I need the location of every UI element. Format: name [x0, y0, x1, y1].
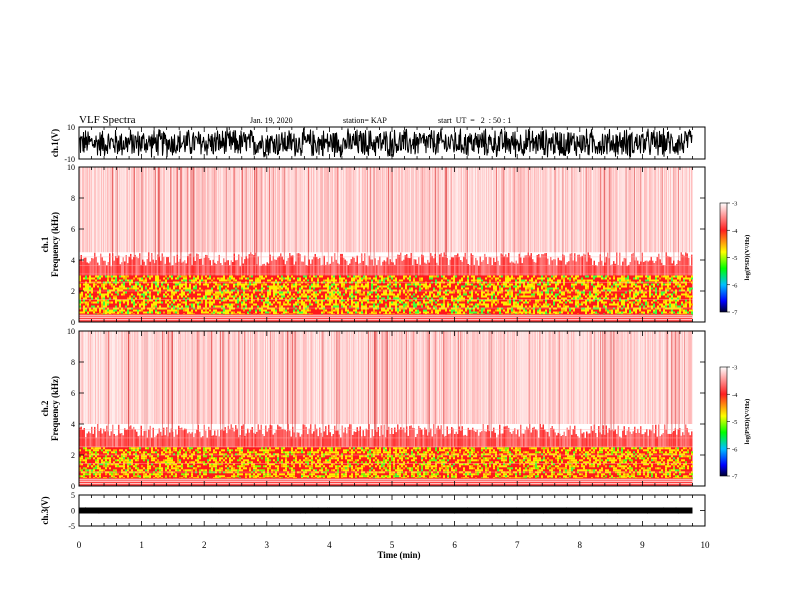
x-tick-label: 8 [578, 540, 583, 550]
colorbar-tick-label: -5 [732, 255, 737, 262]
colorbar-tick-label: -4 [732, 392, 738, 399]
y-tick-label: 4 [71, 256, 75, 265]
start-time-label: start UT = 2 : 50 : 1 [438, 116, 511, 125]
date-label: Jan. 19, 2020 [250, 116, 293, 125]
ch3-waveform-panel: 5 0 -5 ch.3(V) [40, 491, 706, 531]
colorbar-tick-label: -6 [732, 446, 738, 453]
y-axis-label: Frequency (kHz) [50, 376, 60, 441]
colorbar-gradient [719, 202, 728, 313]
y-tick-label: 0 [71, 318, 75, 327]
y-axis-label: ch.3(V) [40, 496, 50, 524]
station-label: station= KAP [343, 116, 387, 125]
ch1-waveform-trace [78, 127, 693, 158]
y-tick-label: -5 [68, 522, 75, 531]
y-tick-label: 2 [71, 451, 75, 460]
x-tick-label: 7 [515, 540, 520, 550]
colorbar-gradient [719, 366, 728, 477]
colorbar-tick-label: -5 [732, 419, 737, 426]
colorbar-tick-label: -4 [732, 228, 738, 235]
x-tick-label: 1 [139, 540, 144, 550]
y-tick-label: 0 [71, 482, 75, 491]
x-tick-label: 2 [202, 540, 207, 550]
ch3-waveform-band [79, 507, 693, 514]
y-tick-label: 10 [67, 163, 75, 172]
y-tick-label: 6 [71, 225, 75, 234]
x-tick-label: 9 [640, 540, 645, 550]
spectrogram-strong-band [79, 275, 693, 316]
colorbar-tick-label: -3 [732, 201, 737, 208]
y-tick-label: -10 [64, 155, 75, 164]
x-tick-label: 6 [452, 540, 457, 550]
spectrogram-medium-band [79, 252, 693, 276]
y-tick-label: 5 [71, 491, 75, 500]
spectrogram-strong-band [79, 447, 693, 480]
y-tick-label: 10 [67, 123, 75, 132]
spectrogram-medium-band [79, 424, 693, 448]
x-axis-label: Time (min) [377, 550, 420, 560]
figure-title: VLF Spectra [79, 114, 136, 126]
y-tick-label: 8 [71, 194, 75, 203]
x-tick-label: 10 [701, 540, 711, 550]
time-axis: 0 1 2 3 4 5 6 7 8 9 10 [77, 540, 710, 550]
x-tick-label: 5 [390, 540, 395, 550]
y-axis-label: Frequency (kHz) [50, 212, 60, 277]
y-tick-label: 8 [71, 358, 75, 367]
y-tick-label: 6 [71, 389, 75, 398]
x-tick-label: 0 [77, 540, 82, 550]
y-tick-label: 2 [71, 287, 75, 296]
spectrogram-noise [79, 331, 693, 486]
colorbar-tick-label: -7 [732, 474, 738, 481]
colorbar-label: log(PSD)(V²/Hz) [744, 399, 751, 445]
colorbar-label: log(PSD)(V²/Hz) [744, 235, 751, 281]
ch2-spectrogram-panel: 0 2 4 6 8 10 ch.2 Frequency (kHz) [40, 327, 706, 491]
y-axis-label: ch.1 [40, 236, 50, 252]
x-tick-label: 3 [265, 540, 270, 550]
y-tick-label: 4 [71, 420, 75, 429]
spectrogram-low-freq [79, 256, 693, 322]
y-axis-label: ch.2 [40, 400, 50, 416]
ch1-waveform-panel: 10 -10 ch.1(V) [50, 123, 706, 164]
ch1-colorbar: -3 -4 -5 -6 -7 log(PSD)(V²/Hz) [719, 201, 751, 317]
x-tick-label: 4 [327, 540, 332, 550]
y-tick-label: 10 [67, 327, 75, 336]
colorbar-tick-label: -7 [732, 310, 738, 317]
spectrogram-low-freq [79, 429, 693, 486]
y-tick-label: 0 [71, 507, 75, 516]
colorbar-tick-label: -6 [732, 282, 738, 289]
y-axis-label: ch.1(V) [50, 129, 60, 157]
spectrogram-noise [79, 167, 693, 322]
ch1-spectrogram-panel: 0 2 4 6 8 10 ch.1 Frequency (kHz) [40, 163, 706, 327]
ch2-colorbar: -3 -4 -5 -6 -7 log(PSD)(V²/Hz) [719, 365, 751, 481]
colorbar-tick-label: -3 [732, 365, 737, 372]
